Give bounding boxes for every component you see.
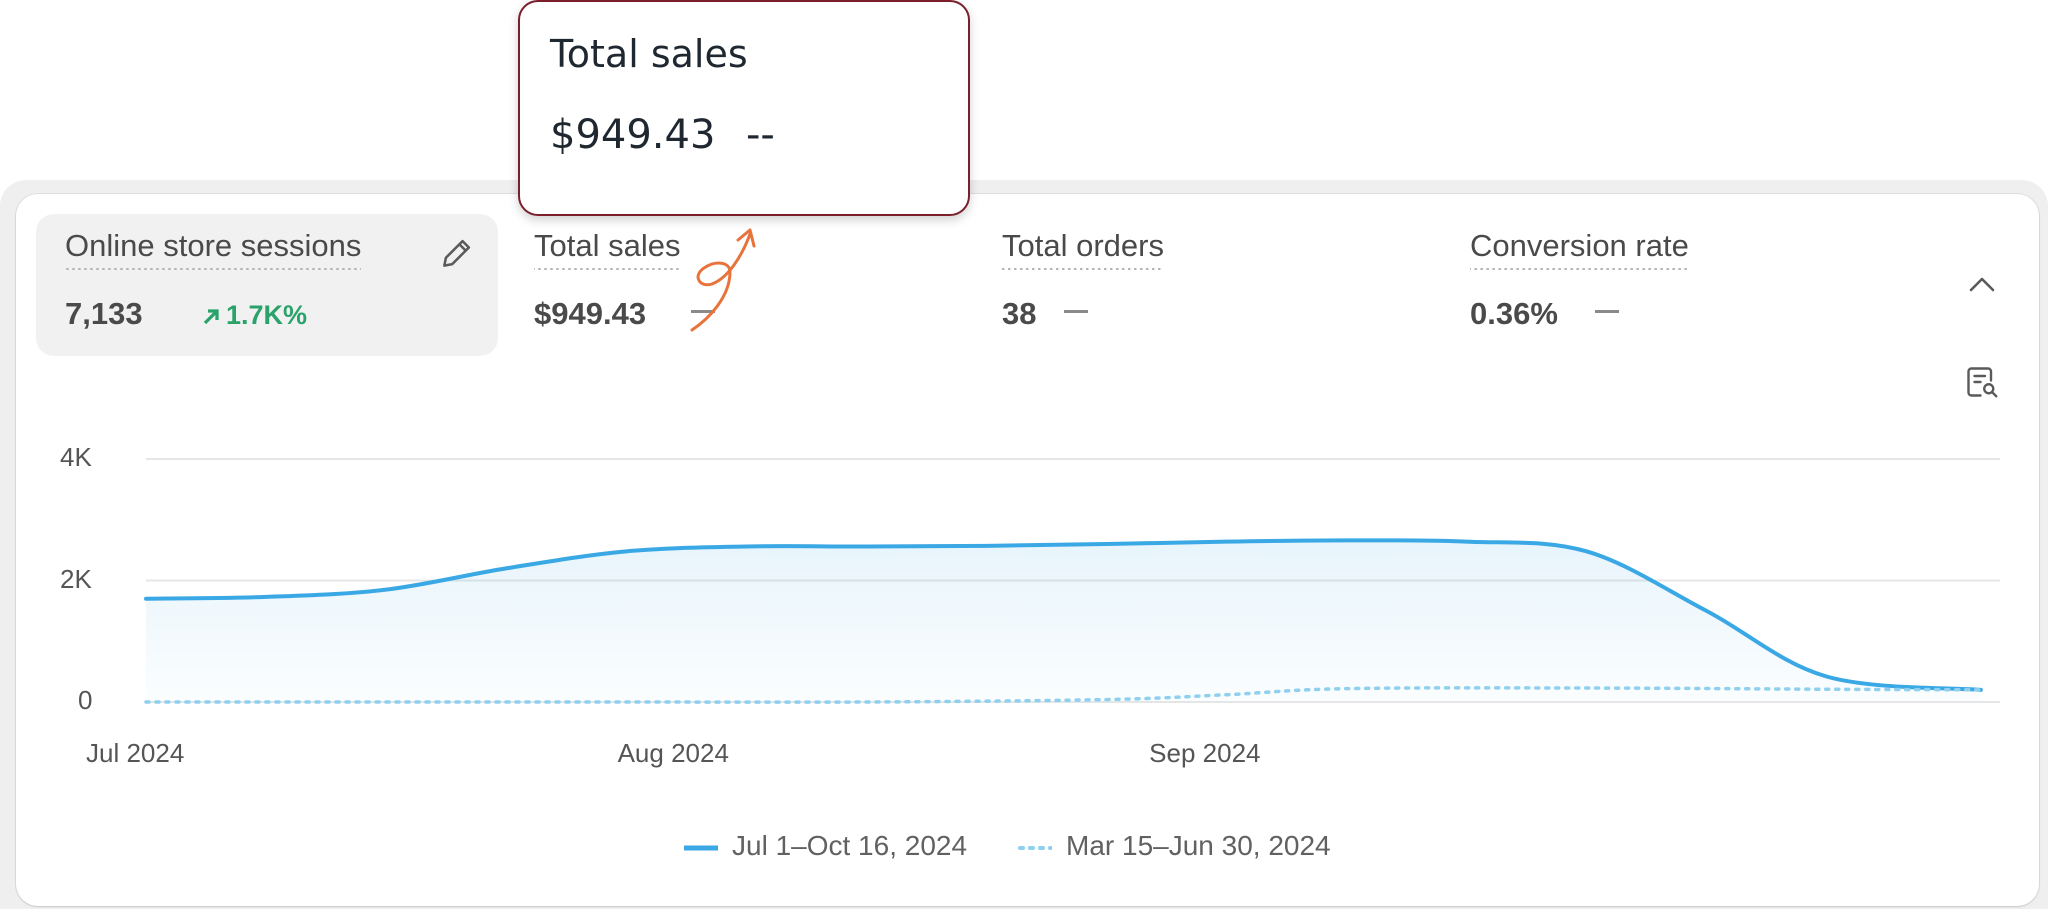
metric-value: 0.36% bbox=[1470, 296, 1558, 331]
no-comparison-dash bbox=[1064, 310, 1088, 313]
hover-tooltip: Total sales $949.43 -- bbox=[518, 0, 970, 216]
chevron-up-icon[interactable] bbox=[1966, 272, 1998, 301]
pencil-icon[interactable] bbox=[438, 234, 476, 277]
arrow-up-right-icon bbox=[203, 309, 219, 325]
series-line-current bbox=[144, 538, 1983, 692]
metric-tab-total-sales[interactable]: Total sales $949.43 bbox=[504, 214, 956, 356]
metric-label[interactable]: Conversion rate bbox=[1470, 228, 1689, 270]
tooltip-comparison: -- bbox=[746, 112, 775, 158]
metric-tab-online-store-sessions[interactable]: Online store sessions 7,133 1.7K% bbox=[36, 214, 498, 356]
x-tick-label: Aug 2024 bbox=[617, 738, 729, 768]
legend-solid-swatch bbox=[681, 845, 721, 851]
tooltip-title: Total sales bbox=[550, 32, 748, 76]
legend-item-current[interactable]: Jul 1–Oct 16, 2024 bbox=[681, 830, 968, 862]
hand-drawn-arrow-icon bbox=[690, 228, 756, 332]
metric-label[interactable]: Total sales bbox=[534, 228, 681, 270]
legend-label: Jul 1–Oct 16, 2024 bbox=[732, 830, 968, 861]
y-tick-label: 0 bbox=[78, 685, 93, 715]
metric-label[interactable]: Total orders bbox=[1002, 228, 1164, 270]
metric-tab-conversion-rate[interactable]: Conversion rate 0.36% bbox=[1440, 214, 1892, 356]
report-search-icon[interactable] bbox=[1964, 364, 2000, 405]
x-tick-label: Jul 2024 bbox=[86, 738, 185, 768]
metric-tab-total-orders[interactable]: Total orders 38 bbox=[972, 214, 1424, 356]
legend-label: Mar 15–Jun 30, 2024 bbox=[1066, 830, 1331, 861]
series-area-fill bbox=[146, 540, 1981, 702]
y-tick-label: 4K bbox=[60, 442, 92, 472]
tooltip-value: $949.43 bbox=[550, 112, 716, 158]
metric-label[interactable]: Online store sessions bbox=[65, 228, 362, 270]
metric-value: 7,133 bbox=[65, 296, 143, 331]
trend-badge: 1.7K% bbox=[202, 300, 307, 331]
metric-value: $949.43 bbox=[534, 296, 647, 331]
x-tick-label: Sep 2024 bbox=[1149, 738, 1261, 768]
metric-value: 38 bbox=[1002, 296, 1037, 331]
series-line-previous bbox=[144, 686, 1983, 704]
legend-dotted-swatch bbox=[1018, 845, 1054, 850]
legend-item-previous[interactable]: Mar 15–Jun 30, 2024 bbox=[1018, 830, 1331, 862]
trend-value: 1.7K% bbox=[226, 300, 308, 330]
no-comparison-dash bbox=[691, 310, 715, 313]
y-tick-label: 2K bbox=[60, 563, 92, 594]
no-comparison-dash bbox=[1595, 310, 1619, 313]
